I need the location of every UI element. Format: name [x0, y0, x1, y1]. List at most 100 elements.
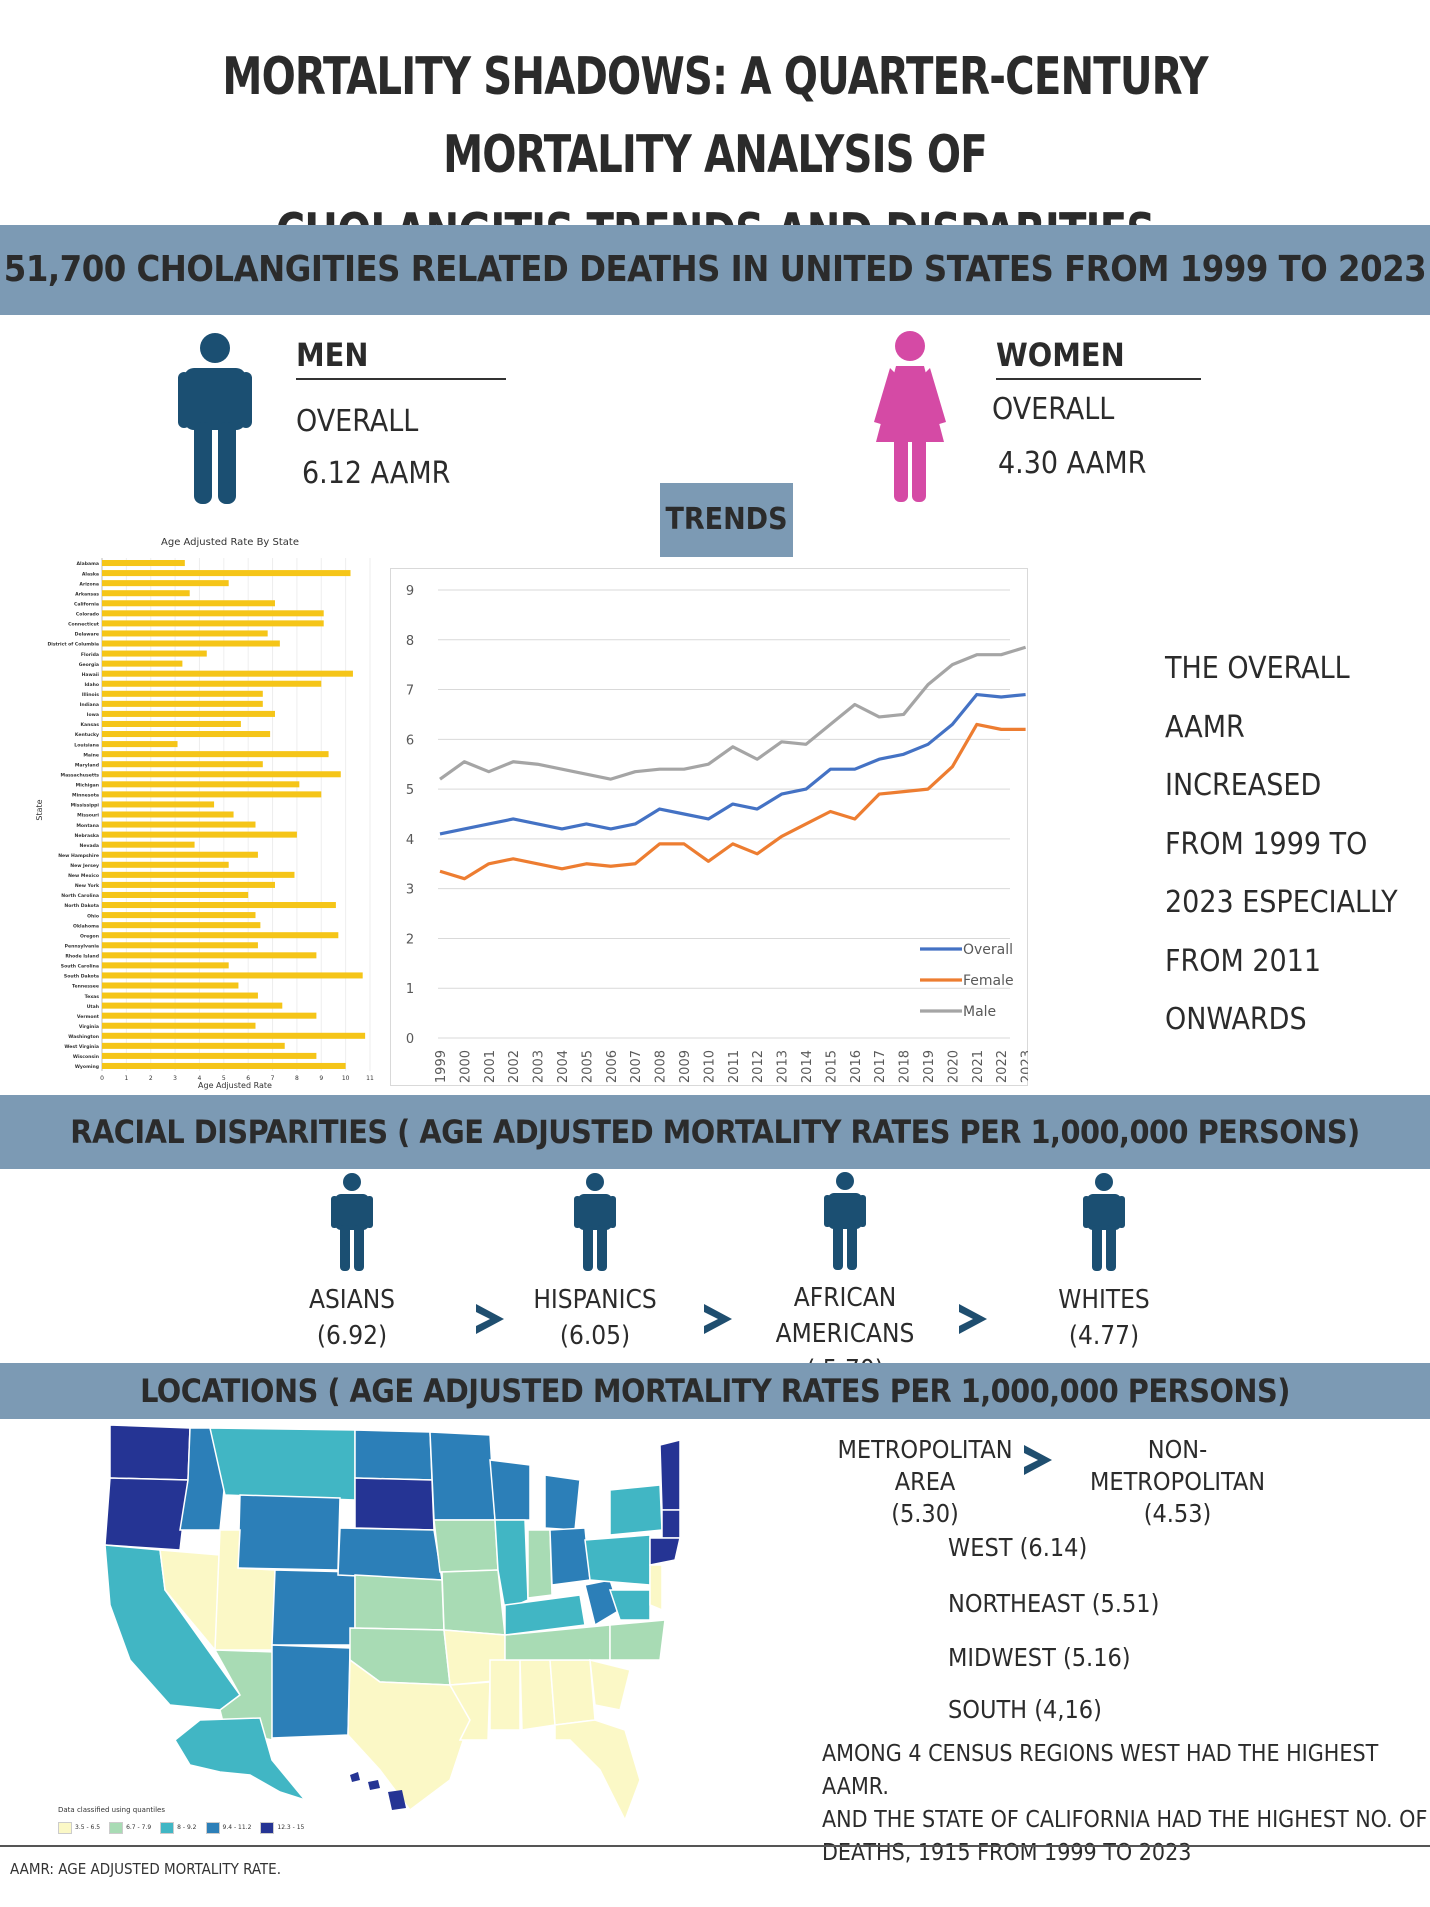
legend-swatch [58, 1821, 72, 1834]
trend-note-line: FROM 2011 [1165, 943, 1322, 979]
state-bar [102, 912, 256, 919]
bar-x-tick: 11 [366, 1075, 374, 1082]
legend-swatch [260, 1821, 275, 1834]
state-bar [102, 871, 295, 878]
state-label: Massachusetts [61, 772, 100, 778]
line-x-tick: 2005 [580, 1050, 595, 1083]
state-bar [102, 952, 317, 959]
state-label: Wisconsin [73, 1054, 99, 1060]
map-state [544, 1474, 581, 1531]
state-label: Washington [68, 1034, 99, 1040]
line-y-tick: 9 [406, 584, 414, 599]
person-icon-whites [1083, 1173, 1125, 1271]
map-state [649, 1564, 663, 1612]
state-label: Florida [81, 652, 99, 658]
state-bar [102, 761, 263, 768]
state-bar [102, 811, 234, 818]
men-overall-label: OVERALL [296, 404, 419, 439]
map-state [354, 1429, 433, 1481]
line-x-tick: 2004 [556, 1050, 571, 1083]
legend-label: 12.3 - 15 [277, 1824, 305, 1831]
state-bar [102, 560, 185, 567]
line-y-tick: 1 [406, 982, 414, 997]
bar-chart-ylabel: State [35, 799, 44, 820]
race-name: ASIANS [308, 1285, 396, 1315]
map-state-hawaii [350, 1772, 406, 1810]
series-line-male [439, 645, 1027, 781]
line-x-tick: 2014 [800, 1050, 815, 1083]
map-state [109, 1424, 191, 1481]
state-bar [102, 741, 178, 748]
state-bar [102, 1042, 285, 1049]
state-label: Arkansas [75, 591, 99, 597]
legend-label: 3.5 - 6.5 [75, 1824, 101, 1831]
state-label: Montana [76, 823, 99, 829]
metro-label: METROPOLITAN AREA [837, 1435, 1013, 1496]
line-x-tick: 2013 [776, 1050, 791, 1083]
bar-x-tick: 0 [100, 1075, 104, 1082]
state-bar [102, 831, 297, 838]
state-bar [102, 690, 263, 697]
map-legend-title: Data classified using quantiles [58, 1806, 165, 1814]
legend-label: Female [963, 973, 1014, 989]
trends-label: TRENDS [660, 483, 793, 557]
line-x-tick: 2022 [995, 1050, 1010, 1083]
state-label: Indiana [80, 702, 99, 708]
state-label: District of Columbia [47, 642, 99, 648]
map-state [429, 1431, 496, 1521]
bar-x-tick: 5 [222, 1075, 226, 1082]
map-state [441, 1569, 506, 1636]
state-bar [102, 751, 329, 758]
trend-line-chart: 0 1 2 3 4 5 6 7 8 9 1999 2000 2001 2002 2003 2004 2005 2… [390, 568, 1028, 1086]
state-bar [102, 972, 363, 979]
state-label: Delaware [75, 632, 99, 638]
trend-note-line: AAMR INCREASED [1165, 709, 1322, 804]
women-divider [996, 378, 1201, 380]
map-state [519, 1659, 556, 1731]
legend-label: 6.7 - 7.9 [126, 1824, 152, 1831]
legend-label: 8 - 9.2 [177, 1824, 197, 1831]
state-bar [102, 992, 258, 999]
state-bar [102, 861, 229, 868]
line-x-tick: 2012 [751, 1050, 766, 1083]
state-label: West Virginia [64, 1044, 99, 1050]
state-label: Utah [87, 1004, 99, 1010]
state-label: New Mexico [68, 873, 99, 879]
woman-icon [874, 331, 946, 502]
bar-x-tick: 1 [124, 1075, 128, 1082]
race-name: WHITES [1058, 1285, 1150, 1315]
state-label: Idaho [84, 682, 99, 688]
locations-banner: LOCATIONS ( AGE ADJUSTED MORTALITY RATES… [0, 1363, 1430, 1419]
women-overall-label: OVERALL [992, 392, 1115, 427]
state-label: Rhode Island [65, 954, 99, 960]
state-label: California [74, 601, 99, 607]
state-bar [102, 801, 215, 808]
state-label: Virginia [79, 1024, 99, 1030]
state-label: Alabama [76, 561, 99, 567]
line-x-tick: 2002 [507, 1050, 522, 1083]
state-bar [102, 932, 339, 939]
state-bar [102, 710, 275, 717]
state-bar [102, 922, 261, 929]
state-label: New York [75, 883, 100, 889]
nonmetro-label: NON-METROPOLITAN [1089, 1435, 1266, 1496]
state-label: Oregon [80, 933, 99, 939]
line-x-tick: 2015 [824, 1050, 839, 1083]
person-icon-asians [331, 1173, 373, 1271]
legend-swatch [205, 1821, 220, 1834]
footer-divider [0, 1845, 1430, 1847]
race-name: AFRICAN AMERICANS [775, 1283, 915, 1349]
legend-swatch [109, 1821, 124, 1834]
line-x-tick: 2007 [629, 1050, 644, 1083]
state-label: Minnesota [72, 793, 99, 799]
women-heading: WOMEN [996, 336, 1125, 374]
line-x-tick: 2011 [727, 1050, 742, 1083]
race-asians: ASIANS (6.92) [272, 1282, 432, 1354]
us-choropleth-map [104, 1424, 680, 1822]
map-state [549, 1527, 591, 1586]
line-y-tick: 0 [406, 1032, 414, 1047]
state-bar [102, 982, 239, 989]
state-bar [102, 1002, 283, 1009]
state-bar [102, 610, 324, 617]
trend-note-line: THE OVERALL [1165, 651, 1350, 686]
